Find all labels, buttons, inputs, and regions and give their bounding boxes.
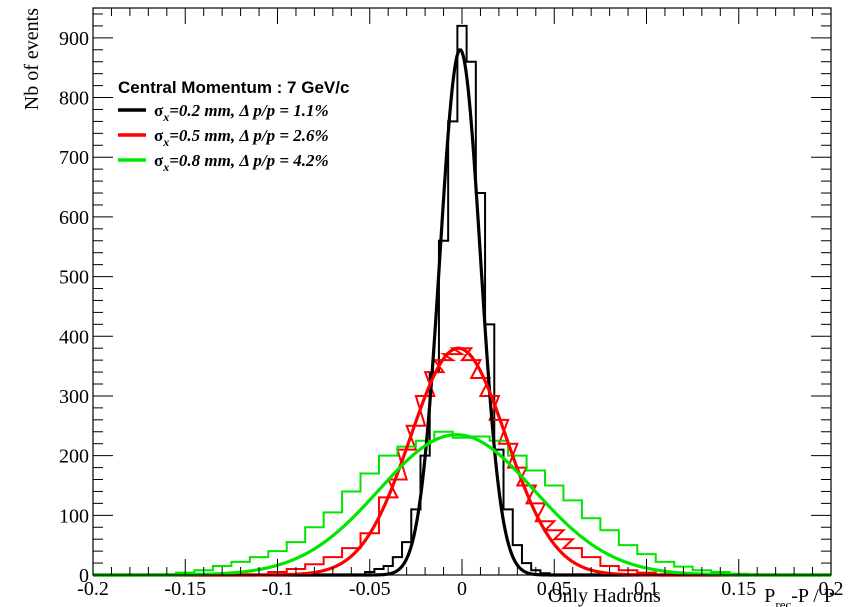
x-axis-note: Only Hadrons (548, 585, 661, 607)
histogram-series-0 (93, 24, 831, 576)
y-tick-label: 300 (59, 386, 89, 408)
x-tick-label: 0.1 (634, 578, 659, 600)
y-axis-title: Nb of events (21, 8, 43, 110)
x-axis-title-rest: -P / P (791, 585, 835, 607)
x-tick-label: -0.05 (349, 578, 391, 600)
x-tick-label: 0.05 (537, 578, 572, 600)
x-tick-label: -0.2 (77, 578, 109, 600)
legend-text: =0.8 mm, Δ p/p = 4.2% (169, 151, 328, 170)
legend-sigma: σ (154, 101, 164, 120)
legend-entries: σx=0.2 mm, Δ p/p = 1.1%σx=0.5 mm, Δ p/p … (118, 101, 329, 174)
x-tick-label: -0.1 (262, 578, 294, 600)
legend-header: Central Momentum : 7 GeV/c (118, 78, 349, 97)
legend-sub: x (162, 160, 169, 174)
axis-ticks (92, 8, 832, 576)
y-tick-label: 500 (59, 267, 89, 289)
x-axis-title: Prec-P / P (764, 585, 835, 607)
legend-entry: σx=0.8 mm, Δ p/p = 4.2% (154, 151, 329, 174)
legend: Central Momentum : 7 GeV/c σx=0.2 mm, Δ … (118, 78, 349, 174)
legend-sigma: σ (154, 126, 164, 145)
y-tick-label: 800 (59, 88, 89, 110)
y-tick-label: 700 (59, 147, 89, 169)
x-tick-label: 0.15 (721, 578, 756, 600)
legend-sigma: σ (154, 151, 164, 170)
legend-text: =0.2 mm, Δ p/p = 1.1% (169, 101, 328, 120)
x-tick-label: 0 (457, 578, 467, 600)
legend-entry: σx=0.5 mm, Δ p/p = 2.6% (154, 126, 329, 149)
x-axis-title-main: P (764, 585, 775, 607)
x-tick-label: 0.2 (819, 578, 844, 600)
legend-sub: x (162, 110, 169, 124)
y-tick-label: 200 (59, 446, 89, 468)
fit-curve-series-1 (93, 346, 831, 577)
y-tick-label: 400 (59, 326, 89, 348)
fit-curve-series-2 (93, 433, 831, 577)
histogram-series-2 (93, 430, 831, 576)
x-axis-title-sub: rec (775, 597, 791, 607)
y-tick-label: 0 (79, 565, 89, 587)
legend-sub: x (162, 135, 169, 149)
legend-entry: σx=0.2 mm, Δ p/p = 1.1% (154, 101, 329, 124)
y-tick-label: 900 (59, 28, 89, 50)
y-tick-label: 600 (59, 207, 89, 229)
legend-text: =0.5 mm, Δ p/p = 2.6% (169, 126, 328, 145)
tick-labels: -0.2 -0.15 -0.1 -0.05 0 0.05 0.1 0.15 0.2 0 100 200… (59, 28, 844, 600)
x-tick-label: -0.15 (164, 578, 206, 600)
histogram-series-1 (93, 347, 831, 576)
y-tick-label: 100 (59, 505, 89, 527)
